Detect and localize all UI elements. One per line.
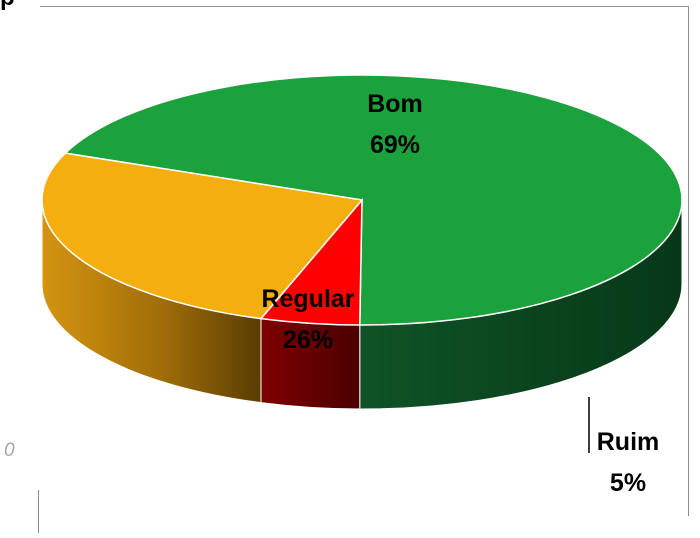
chart-frame-right bbox=[688, 6, 689, 516]
data-label-category-ruim: Ruim bbox=[597, 428, 660, 456]
pie-slice-regular bbox=[41, 152, 364, 320]
data-label-category-bom: Bom bbox=[367, 90, 423, 118]
chart-frame-left bbox=[38, 490, 39, 533]
chart-title-fragment: p bbox=[0, 0, 15, 12]
data-label-category-regular: Regular bbox=[261, 285, 354, 313]
chart-frame-top bbox=[40, 6, 688, 7]
data-label-percent-bom: 69% bbox=[370, 131, 420, 159]
data-label-percent-regular: 26% bbox=[283, 326, 333, 354]
axis-label-fragment: 0 bbox=[4, 440, 15, 461]
pie-slice-bom bbox=[63, 74, 683, 326]
data-label-percent-ruim: 5% bbox=[610, 469, 646, 497]
